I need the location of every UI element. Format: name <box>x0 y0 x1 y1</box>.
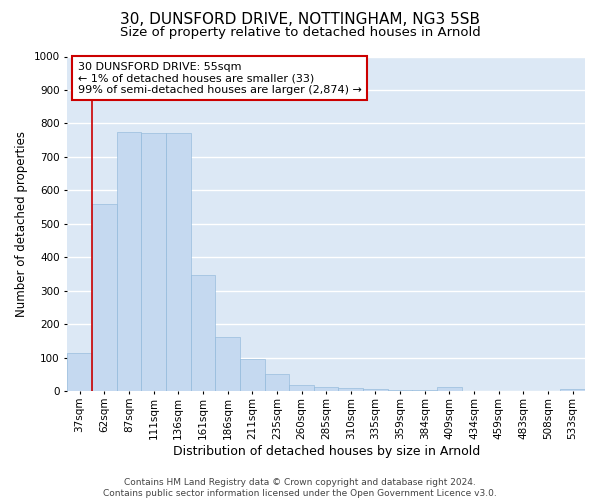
Text: Contains HM Land Registry data © Crown copyright and database right 2024.
Contai: Contains HM Land Registry data © Crown c… <box>103 478 497 498</box>
Bar <box>289 384 314 392</box>
Text: 30, DUNSFORD DRIVE, NOTTINGHAM, NG3 5SB: 30, DUNSFORD DRIVE, NOTTINGHAM, NG3 5SB <box>120 12 480 28</box>
Bar <box>141 134 166 392</box>
Bar <box>536 390 560 392</box>
Bar <box>215 336 240 392</box>
Bar <box>314 387 338 392</box>
Bar <box>240 359 265 392</box>
Y-axis label: Number of detached properties: Number of detached properties <box>15 131 28 317</box>
Bar <box>92 204 116 392</box>
Bar <box>462 390 487 392</box>
Bar <box>363 388 388 392</box>
Bar <box>437 387 462 392</box>
X-axis label: Distribution of detached houses by size in Arnold: Distribution of detached houses by size … <box>173 444 480 458</box>
Bar <box>67 353 92 392</box>
Bar <box>487 390 511 392</box>
Bar <box>265 374 289 392</box>
Text: 30 DUNSFORD DRIVE: 55sqm
← 1% of detached houses are smaller (33)
99% of semi-de: 30 DUNSFORD DRIVE: 55sqm ← 1% of detache… <box>77 62 362 94</box>
Bar <box>511 390 536 392</box>
Bar <box>388 390 412 392</box>
Bar <box>191 275 215 392</box>
Bar <box>116 132 141 392</box>
Bar <box>166 134 191 392</box>
Text: Size of property relative to detached houses in Arnold: Size of property relative to detached ho… <box>119 26 481 39</box>
Bar <box>338 388 363 392</box>
Bar <box>560 388 585 392</box>
Bar <box>412 390 437 392</box>
